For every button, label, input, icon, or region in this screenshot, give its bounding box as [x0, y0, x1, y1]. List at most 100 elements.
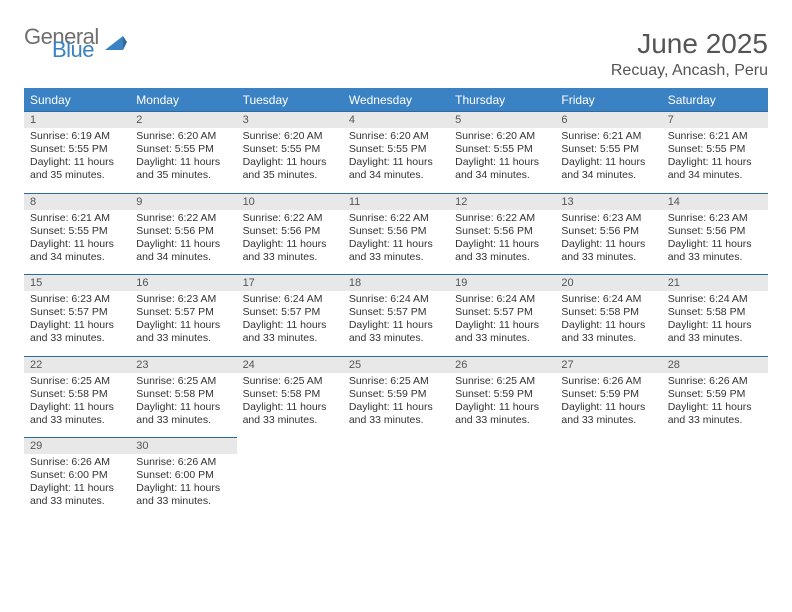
sunset-text: Sunset: 5:57 PM — [243, 306, 337, 319]
sunrise-text: Sunrise: 6:24 AM — [455, 293, 549, 306]
calendar-cell: 16Sunrise: 6:23 AMSunset: 5:57 PMDayligh… — [130, 275, 236, 357]
calendar-cell: 8Sunrise: 6:21 AMSunset: 5:55 PMDaylight… — [24, 193, 130, 275]
day-body: Sunrise: 6:20 AMSunset: 5:55 PMDaylight:… — [130, 128, 236, 193]
calendar-table: Sunday Monday Tuesday Wednesday Thursday… — [24, 88, 768, 519]
daylight-text-2: and 34 minutes. — [136, 251, 230, 264]
sunset-text: Sunset: 6:00 PM — [136, 469, 230, 482]
location: Recuay, Ancash, Peru — [611, 62, 768, 80]
day-number: 24 — [237, 357, 343, 373]
day-number: 27 — [555, 357, 661, 373]
day-number: 19 — [449, 275, 555, 291]
daylight-text-1: Daylight: 11 hours — [349, 401, 443, 414]
day-body: Sunrise: 6:21 AMSunset: 5:55 PMDaylight:… — [662, 128, 768, 193]
daylight-text-1: Daylight: 11 hours — [30, 156, 124, 169]
day-number: 20 — [555, 275, 661, 291]
daylight-text-2: and 33 minutes. — [561, 414, 655, 427]
sunrise-text: Sunrise: 6:25 AM — [243, 375, 337, 388]
sunrise-text: Sunrise: 6:20 AM — [455, 130, 549, 143]
sunset-text: Sunset: 5:55 PM — [30, 143, 124, 156]
sunset-text: Sunset: 5:58 PM — [561, 306, 655, 319]
day-body: Sunrise: 6:24 AMSunset: 5:58 PMDaylight:… — [662, 291, 768, 356]
daylight-text-1: Daylight: 11 hours — [349, 319, 443, 332]
calendar-row: 29Sunrise: 6:26 AMSunset: 6:00 PMDayligh… — [24, 438, 768, 519]
sunrise-text: Sunrise: 6:20 AM — [349, 130, 443, 143]
sunrise-text: Sunrise: 6:26 AM — [561, 375, 655, 388]
daylight-text-2: and 34 minutes. — [561, 169, 655, 182]
sunrise-text: Sunrise: 6:19 AM — [30, 130, 124, 143]
sunrise-text: Sunrise: 6:26 AM — [136, 456, 230, 469]
calendar-cell: 27Sunrise: 6:26 AMSunset: 5:59 PMDayligh… — [555, 356, 661, 438]
day-body: Sunrise: 6:21 AMSunset: 5:55 PMDaylight:… — [555, 128, 661, 193]
daylight-text-2: and 33 minutes. — [455, 332, 549, 345]
daylight-text-2: and 33 minutes. — [349, 332, 443, 345]
daylight-text-2: and 33 minutes. — [455, 414, 549, 427]
day-body: Sunrise: 6:20 AMSunset: 5:55 PMDaylight:… — [237, 128, 343, 193]
daylight-text-1: Daylight: 11 hours — [30, 482, 124, 495]
day-number: 22 — [24, 357, 130, 373]
day-number: 29 — [24, 438, 130, 454]
sunset-text: Sunset: 5:58 PM — [668, 306, 762, 319]
day-number: 21 — [662, 275, 768, 291]
weekday-header: Sunday — [24, 89, 130, 112]
daylight-text-2: and 33 minutes. — [30, 414, 124, 427]
day-number: 12 — [449, 194, 555, 210]
day-body: Sunrise: 6:25 AMSunset: 5:58 PMDaylight:… — [24, 373, 130, 438]
calendar-row: 8Sunrise: 6:21 AMSunset: 5:55 PMDaylight… — [24, 193, 768, 275]
sunrise-text: Sunrise: 6:25 AM — [136, 375, 230, 388]
sunset-text: Sunset: 5:56 PM — [136, 225, 230, 238]
day-body: Sunrise: 6:26 AMSunset: 5:59 PMDaylight:… — [662, 373, 768, 438]
day-number: 11 — [343, 194, 449, 210]
calendar-cell: 2Sunrise: 6:20 AMSunset: 5:55 PMDaylight… — [130, 112, 236, 194]
day-body: Sunrise: 6:25 AMSunset: 5:58 PMDaylight:… — [130, 373, 236, 438]
calendar-cell: 14Sunrise: 6:23 AMSunset: 5:56 PMDayligh… — [662, 193, 768, 275]
sunset-text: Sunset: 5:57 PM — [349, 306, 443, 319]
sunrise-text: Sunrise: 6:24 AM — [561, 293, 655, 306]
daylight-text-2: and 35 minutes. — [243, 169, 337, 182]
calendar-cell: 7Sunrise: 6:21 AMSunset: 5:55 PMDaylight… — [662, 112, 768, 194]
sunset-text: Sunset: 6:00 PM — [30, 469, 124, 482]
calendar-cell: ..... — [237, 438, 343, 519]
daylight-text-1: Daylight: 11 hours — [668, 156, 762, 169]
calendar-cell: ..... — [343, 438, 449, 519]
calendar-cell: 26Sunrise: 6:25 AMSunset: 5:59 PMDayligh… — [449, 356, 555, 438]
sunset-text: Sunset: 5:59 PM — [349, 388, 443, 401]
day-body: Sunrise: 6:23 AMSunset: 5:56 PMDaylight:… — [555, 210, 661, 275]
day-number: 3 — [237, 112, 343, 128]
day-body: Sunrise: 6:22 AMSunset: 5:56 PMDaylight:… — [237, 210, 343, 275]
daylight-text-2: and 33 minutes. — [455, 251, 549, 264]
sunset-text: Sunset: 5:59 PM — [455, 388, 549, 401]
sunrise-text: Sunrise: 6:25 AM — [30, 375, 124, 388]
sunrise-text: Sunrise: 6:24 AM — [243, 293, 337, 306]
calendar-cell: 28Sunrise: 6:26 AMSunset: 5:59 PMDayligh… — [662, 356, 768, 438]
day-body: Sunrise: 6:22 AMSunset: 5:56 PMDaylight:… — [449, 210, 555, 275]
daylight-text-1: Daylight: 11 hours — [243, 238, 337, 251]
calendar-row: 1Sunrise: 6:19 AMSunset: 5:55 PMDaylight… — [24, 112, 768, 194]
day-number: 30 — [130, 438, 236, 454]
calendar-cell: 20Sunrise: 6:24 AMSunset: 5:58 PMDayligh… — [555, 275, 661, 357]
day-number: 15 — [24, 275, 130, 291]
daylight-text-1: Daylight: 11 hours — [243, 401, 337, 414]
daylight-text-2: and 34 minutes. — [668, 169, 762, 182]
calendar-cell: 12Sunrise: 6:22 AMSunset: 5:56 PMDayligh… — [449, 193, 555, 275]
calendar-cell: 5Sunrise: 6:20 AMSunset: 5:55 PMDaylight… — [449, 112, 555, 194]
daylight-text-1: Daylight: 11 hours — [136, 401, 230, 414]
sunrise-text: Sunrise: 6:25 AM — [455, 375, 549, 388]
sunset-text: Sunset: 5:56 PM — [668, 225, 762, 238]
sunrise-text: Sunrise: 6:21 AM — [668, 130, 762, 143]
daylight-text-2: and 33 minutes. — [136, 414, 230, 427]
day-number: 17 — [237, 275, 343, 291]
calendar-cell: 22Sunrise: 6:25 AMSunset: 5:58 PMDayligh… — [24, 356, 130, 438]
sunset-text: Sunset: 5:55 PM — [243, 143, 337, 156]
sunrise-text: Sunrise: 6:21 AM — [30, 212, 124, 225]
day-body: Sunrise: 6:23 AMSunset: 5:57 PMDaylight:… — [24, 291, 130, 356]
day-body: Sunrise: 6:25 AMSunset: 5:59 PMDaylight:… — [343, 373, 449, 438]
calendar-cell: 19Sunrise: 6:24 AMSunset: 5:57 PMDayligh… — [449, 275, 555, 357]
calendar-cell: 9Sunrise: 6:22 AMSunset: 5:56 PMDaylight… — [130, 193, 236, 275]
sunrise-text: Sunrise: 6:22 AM — [243, 212, 337, 225]
daylight-text-2: and 35 minutes. — [136, 169, 230, 182]
daylight-text-1: Daylight: 11 hours — [561, 401, 655, 414]
daylight-text-2: and 33 minutes. — [668, 414, 762, 427]
page-title: June 2025 — [611, 28, 768, 60]
logo-triangle-icon — [105, 36, 127, 54]
calendar-cell: 1Sunrise: 6:19 AMSunset: 5:55 PMDaylight… — [24, 112, 130, 194]
